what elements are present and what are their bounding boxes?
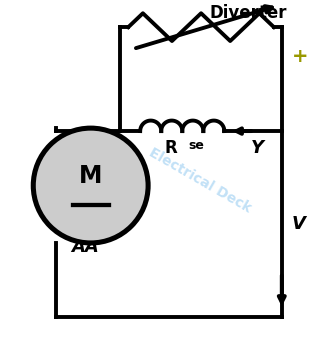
Text: A: A <box>71 139 85 157</box>
Text: Y: Y <box>251 139 264 157</box>
Text: V: V <box>292 215 306 233</box>
Circle shape <box>33 128 148 243</box>
Text: M: M <box>79 164 102 188</box>
Text: se: se <box>188 139 204 152</box>
Text: R: R <box>164 139 177 157</box>
Text: Diverter: Diverter <box>209 4 287 22</box>
Text: +: + <box>292 47 308 66</box>
Text: AA: AA <box>71 238 99 256</box>
Text: Electrical Deck: Electrical Deck <box>146 146 253 216</box>
